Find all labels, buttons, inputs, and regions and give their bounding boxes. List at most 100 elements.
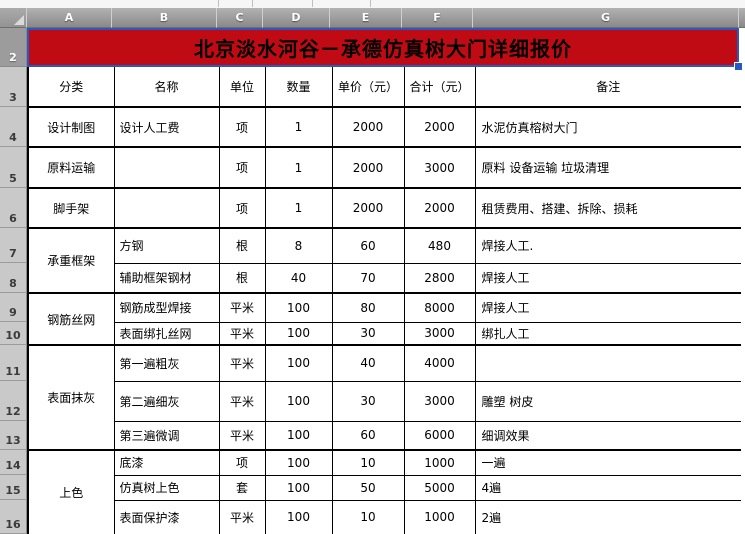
cell-category[interactable]: 脚手架 (29, 187, 114, 228)
cell-name[interactable]: 第三遍微调 (113, 420, 219, 450)
cell-note[interactable]: 一遍 (474, 449, 741, 475)
cell-category[interactable]: 原料运输 (29, 146, 114, 188)
cell-total[interactable]: 3000 (403, 380, 475, 421)
cell-unit[interactable]: 根 (218, 262, 265, 293)
cell-total[interactable]: 1000 (403, 499, 475, 534)
cell-note[interactable]: 原料 设备运输 垃圾清理 (474, 146, 741, 188)
cell-total[interactable]: 2800 (403, 262, 475, 293)
cell-name[interactable]: 表面绑扎丝网 (113, 321, 219, 345)
row-header[interactable]: 5 (0, 147, 27, 188)
cell-price[interactable]: 60 (331, 420, 404, 450)
cell-note[interactable]: 焊接人工. (474, 227, 741, 263)
column-header-b[interactable]: B (112, 8, 217, 28)
cell-total[interactable]: 5000 (403, 474, 475, 500)
cell-category[interactable]: 上色 (29, 449, 114, 534)
cell-unit[interactable]: 项 (218, 449, 265, 475)
cell-unit[interactable]: 项 (218, 187, 265, 228)
cell-price[interactable]: 10 (331, 499, 404, 534)
title-banner-cell[interactable]: 北京淡水河谷－承德仿真树大门详细报价 (27, 28, 739, 67)
cell-qty[interactable]: 1 (264, 146, 332, 188)
column-header-d[interactable]: D (263, 8, 330, 28)
header-quantity[interactable]: 数量 (264, 67, 332, 107)
row-header[interactable]: 9 (0, 293, 27, 322)
row-header[interactable]: 6 (0, 188, 27, 228)
cell-unit[interactable]: 项 (218, 106, 265, 147)
cell-price[interactable]: 50 (331, 474, 404, 500)
selection-fill-handle[interactable] (734, 62, 743, 71)
cell-qty[interactable]: 100 (264, 344, 332, 381)
cell-note[interactable]: 4遍 (474, 474, 741, 500)
row-header[interactable]: 14 (0, 450, 27, 475)
cell-total[interactable]: 2000 (403, 187, 475, 228)
cell-unit[interactable]: 平米 (218, 380, 265, 421)
cell-category[interactable]: 承重框架 (29, 227, 114, 293)
cell-qty[interactable]: 100 (264, 474, 332, 500)
cell-name[interactable] (113, 146, 219, 188)
cell-qty[interactable]: 100 (264, 499, 332, 534)
cell-price[interactable]: 2000 (331, 187, 404, 228)
cell-unit[interactable]: 项 (218, 146, 265, 188)
cell-category[interactable]: 设计制图 (29, 106, 114, 147)
cell-name[interactable]: 底漆 (113, 449, 219, 475)
cell-total[interactable]: 480 (403, 227, 475, 263)
row-header[interactable]: 8 (0, 263, 27, 293)
cell-category[interactable]: 钢筋丝网 (29, 292, 114, 345)
cell-total[interactable]: 3000 (403, 146, 475, 188)
cell-price[interactable]: 30 (331, 380, 404, 421)
cell-total[interactable]: 8000 (403, 292, 475, 322)
header-unit-price[interactable]: 单价（元） (331, 67, 404, 107)
cell-unit[interactable]: 平米 (218, 344, 265, 381)
cell-qty[interactable]: 100 (264, 321, 332, 345)
cell-note[interactable]: 细调效果 (474, 420, 741, 450)
cell-unit[interactable]: 平米 (218, 499, 265, 534)
cell-total[interactable]: 4000 (403, 344, 475, 381)
cell-unit[interactable]: 根 (218, 227, 265, 263)
header-category[interactable]: 分类 (29, 67, 114, 107)
header-remarks[interactable]: 备注 (474, 67, 741, 107)
cell-name[interactable]: 第一遍粗灰 (113, 344, 219, 381)
column-header-c[interactable]: C (217, 8, 263, 28)
cell-price[interactable]: 30 (331, 321, 404, 345)
row-header[interactable]: 15 (0, 475, 27, 500)
cell-unit[interactable]: 套 (218, 474, 265, 500)
row-header[interactable]: 11 (0, 345, 27, 381)
column-header-f[interactable]: F (402, 8, 473, 28)
row-header[interactable]: 10 (0, 322, 27, 345)
cell-qty[interactable]: 1 (264, 106, 332, 147)
row-header[interactable]: 2 (0, 28, 27, 67)
cell-price[interactable]: 70 (331, 262, 404, 293)
cell-name[interactable]: 仿真树上色 (113, 474, 219, 500)
cell-name[interactable]: 设计人工费 (113, 106, 219, 147)
header-unit[interactable]: 单位 (218, 67, 265, 107)
column-header-g[interactable]: G (473, 8, 739, 28)
column-header-e[interactable]: E (330, 8, 402, 28)
cell-note[interactable]: 焊接人工 (474, 262, 741, 293)
header-total[interactable]: 合计（元） (403, 67, 475, 107)
row-header[interactable]: 4 (0, 107, 27, 147)
cell-price[interactable]: 60 (331, 227, 404, 263)
cell-name[interactable]: 第二遍细灰 (113, 380, 219, 421)
cell-name[interactable]: 辅助框架钢材 (113, 262, 219, 293)
select-all-corner[interactable] (0, 8, 27, 28)
cell-unit[interactable]: 平米 (218, 321, 265, 345)
cell-qty[interactable]: 100 (264, 380, 332, 421)
cell-price[interactable]: 2000 (331, 106, 404, 147)
cell-note[interactable]: 2遍 (474, 499, 741, 534)
row-header[interactable]: 7 (0, 228, 27, 263)
cell-price[interactable]: 40 (331, 344, 404, 381)
cell-qty[interactable]: 100 (264, 420, 332, 450)
cell-unit[interactable]: 平米 (218, 292, 265, 322)
cell-qty[interactable]: 1 (264, 187, 332, 228)
cell-note[interactable]: 水泥仿真榕树大门 (474, 106, 741, 147)
cell-note[interactable]: 租赁费用、搭建、拆除、损耗 (474, 187, 741, 228)
cell-total[interactable]: 6000 (403, 420, 475, 450)
cell-total[interactable]: 1000 (403, 449, 475, 475)
cell-category[interactable]: 表面抹灰 (29, 344, 114, 450)
cell-price[interactable]: 80 (331, 292, 404, 322)
cell-name[interactable]: 方钢 (113, 227, 219, 263)
row-header[interactable]: 12 (0, 381, 27, 421)
cell-qty[interactable]: 100 (264, 449, 332, 475)
cell-note[interactable]: 绑扎人工 (474, 321, 741, 345)
cell-name[interactable]: 钢筋成型焊接 (113, 292, 219, 322)
row-header[interactable]: 3 (0, 67, 27, 107)
